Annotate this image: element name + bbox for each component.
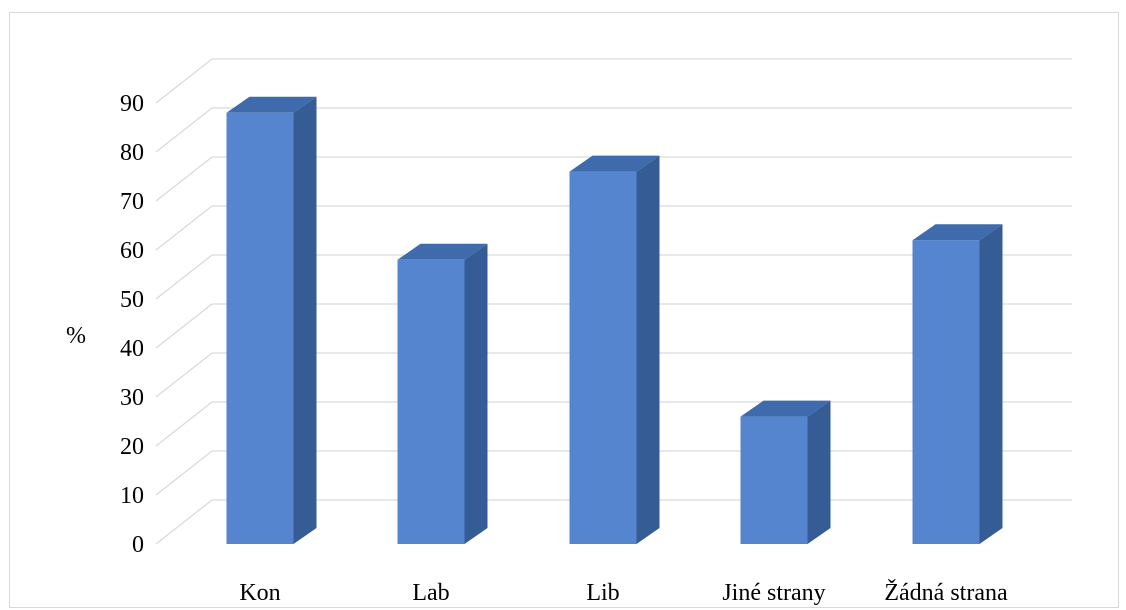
- gridline-depth: [155, 107, 213, 153]
- x-category-label: Jiné strany: [722, 580, 825, 606]
- gridline-depth: [155, 58, 213, 104]
- y-tick-label: 10: [120, 483, 144, 509]
- bar-top: [397, 243, 488, 260]
- y-tick-label: 90: [120, 91, 144, 117]
- bar-front: [569, 171, 637, 544]
- bar-front: [226, 112, 294, 545]
- x-category-label: Lab: [412, 580, 449, 606]
- y-tick-label: 40: [120, 336, 144, 362]
- y-tick-label: 80: [120, 140, 144, 166]
- bar: [569, 155, 660, 544]
- x-category-label: Lib: [586, 580, 619, 606]
- y-tick-label: 50: [120, 287, 144, 313]
- y-tick-label: 20: [120, 434, 144, 460]
- bar: [226, 96, 317, 545]
- bars: [226, 96, 1003, 545]
- bar-front: [912, 240, 980, 544]
- x-category-label: Kon: [239, 580, 280, 606]
- x-category-label: Žádná strana: [884, 580, 1008, 606]
- y-tick-label: 0: [132, 532, 144, 558]
- bar-top: [740, 400, 831, 417]
- y-axis-ticks: 0 10 20 30 40 50 60 70 80 90: [120, 91, 144, 558]
- bar-side: [636, 155, 660, 544]
- gridline-depth: [155, 254, 213, 300]
- bar-front: [397, 259, 465, 544]
- gridline-depth: [155, 401, 213, 447]
- bar: [740, 400, 831, 544]
- gridline-depth: [155, 156, 213, 202]
- y-tick-label: 70: [120, 189, 144, 215]
- bar-front: [740, 416, 808, 544]
- bar-top: [226, 96, 317, 113]
- bar: [912, 224, 1003, 544]
- bar: [397, 243, 488, 545]
- bar-side: [979, 224, 1003, 544]
- gridline-depth: [155, 499, 213, 545]
- bar-side: [293, 96, 317, 545]
- y-axis-label: %: [66, 323, 86, 349]
- y-tick-label: 60: [120, 238, 144, 264]
- gridline-depth: [155, 352, 213, 398]
- bar-top: [912, 224, 1003, 241]
- bar-top: [569, 155, 660, 172]
- gridline-depth: [155, 303, 213, 349]
- bar-side: [464, 243, 488, 545]
- y-tick-label: 30: [120, 385, 144, 411]
- gridline-depth: [155, 450, 213, 496]
- gridline-depth: [155, 205, 213, 251]
- x-axis-categories: Kon Lab Lib Jiné strany Žádná strana: [239, 580, 1008, 606]
- bar-side: [807, 400, 831, 544]
